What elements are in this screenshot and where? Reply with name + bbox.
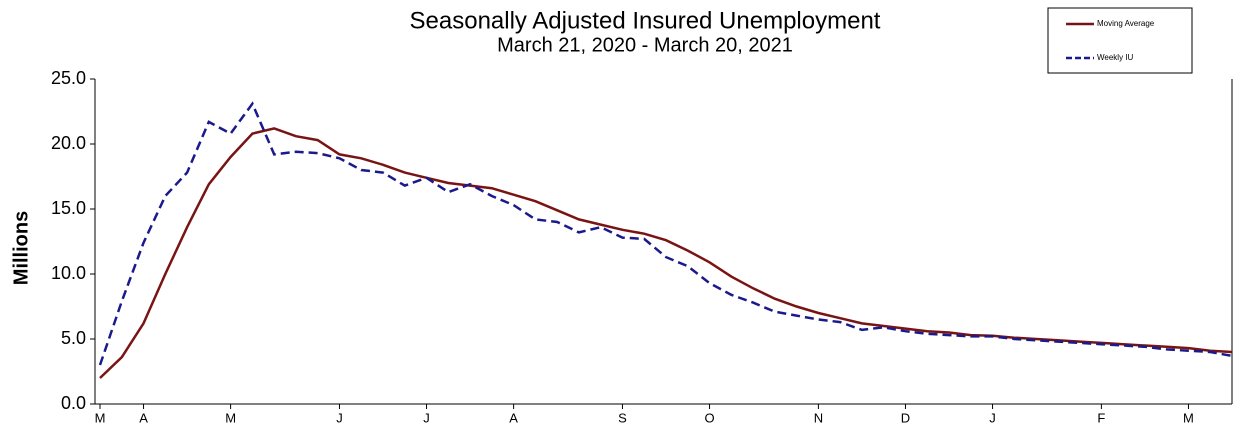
y-tick-label: 20.0 <box>51 133 86 153</box>
x-tick-label: M <box>225 410 236 424</box>
x-tick-label: S <box>618 410 627 424</box>
x-tick-label: A <box>139 410 148 424</box>
x-tick-label: M <box>95 410 106 424</box>
series-line <box>98 101 1233 366</box>
y-tick-label: 15.0 <box>51 198 86 218</box>
chart-title: Seasonally Adjusted Insured Unemployment <box>410 7 881 34</box>
x-tick-label: A <box>509 410 518 424</box>
x-tick-label: F <box>1097 410 1105 424</box>
legend-label: Weekly IU <box>1097 53 1134 62</box>
legend-label: Moving Average <box>1097 19 1155 28</box>
x-tick-label: O <box>704 410 714 424</box>
x-tick-label: N <box>814 410 823 424</box>
x-tick-label: J <box>423 410 430 424</box>
x-tick-label: D <box>901 410 910 424</box>
x-tick-label: J <box>989 410 996 424</box>
legend-box <box>1047 7 1193 74</box>
series-line <box>99 127 1233 379</box>
y-tick-label: 0.0 <box>61 393 86 413</box>
x-tick-label: J <box>336 410 343 424</box>
y-tick-label: 25.0 <box>51 68 86 88</box>
x-tick-label: M <box>1183 410 1194 424</box>
y-tick-label: 5.0 <box>61 328 86 348</box>
chart-subtitle: March 21, 2020 - March 20, 2021 <box>497 34 793 56</box>
y-axis-label: Millions <box>10 211 32 285</box>
y-tick-label: 10.0 <box>51 263 86 283</box>
